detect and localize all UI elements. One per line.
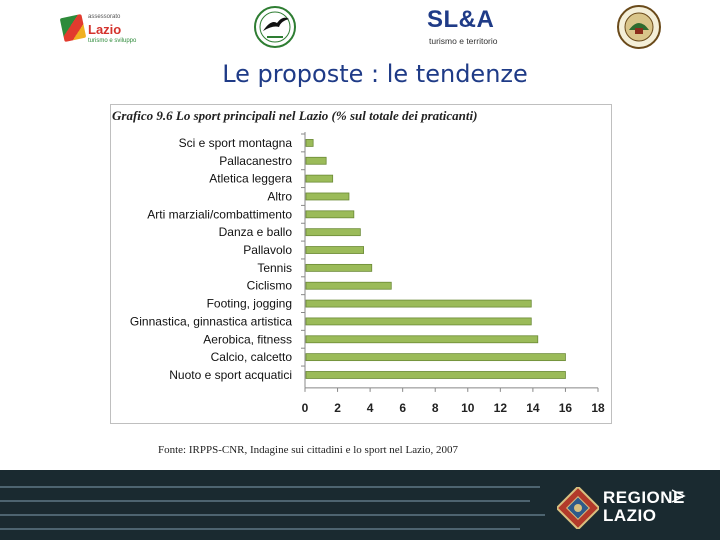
footer-stripe bbox=[0, 528, 520, 530]
x-tick-label: 8 bbox=[432, 401, 439, 415]
x-tick-label: 18 bbox=[591, 401, 605, 415]
lazio-tourism-logo: assessorato Lazio turismo e sviluppo bbox=[59, 12, 138, 48]
lazio-logo-big-text: Lazio bbox=[88, 22, 122, 37]
sla-logo: SL&A turismo e territorio bbox=[427, 6, 527, 48]
x-tick-label: 6 bbox=[399, 401, 406, 415]
x-tick-label: 2 bbox=[334, 401, 341, 415]
footer-stripe bbox=[0, 514, 545, 516]
chart-source: Fonte: IRPPS-CNR, Indagine sui cittadini… bbox=[158, 444, 459, 456]
x-tick-label: 14 bbox=[526, 401, 540, 415]
bar-chart: Sci e sport montagna Pallacanestro Atletic… bbox=[130, 132, 605, 415]
category-label: Sci e sport montagna bbox=[179, 136, 293, 150]
x-tick-label: 0 bbox=[302, 401, 309, 415]
category-label: Pallacanestro bbox=[219, 154, 292, 168]
slide-title: Le proposte : le tendenze bbox=[222, 60, 528, 88]
category-label: Arti marziali/combattimento bbox=[147, 207, 292, 221]
bar bbox=[305, 228, 361, 237]
footer-stripe bbox=[0, 500, 530, 502]
footer-lazio-text: LAZIO bbox=[603, 506, 657, 525]
bar bbox=[305, 192, 350, 201]
x-tick-label: 4 bbox=[367, 401, 374, 415]
footer-region-text: REGIONE bbox=[603, 488, 685, 507]
category-label: Nuoto e sport acquatici bbox=[169, 368, 292, 382]
footer-stripe bbox=[0, 486, 540, 488]
lazio-logo-sub-text: turismo e sviluppo bbox=[88, 38, 137, 44]
category-label: Tennis bbox=[257, 261, 292, 275]
bird-emblem-logo bbox=[254, 6, 296, 48]
bar bbox=[305, 210, 355, 219]
category-label: Ciclismo bbox=[247, 279, 293, 293]
category-label: Footing, jogging bbox=[207, 297, 292, 311]
circular-seal-logo bbox=[617, 5, 661, 49]
bar bbox=[305, 281, 392, 290]
chevron-right-icon bbox=[671, 489, 686, 503]
category-label: Pallavolo bbox=[243, 243, 292, 257]
bar bbox=[305, 139, 314, 147]
bar bbox=[305, 353, 566, 362]
category-label: Altro bbox=[267, 189, 292, 203]
bar bbox=[305, 335, 539, 344]
bar bbox=[305, 299, 532, 308]
x-tick-label: 12 bbox=[494, 401, 508, 415]
header-logos: assessorato Lazio turismo e sviluppo SL&… bbox=[0, 0, 720, 55]
x-tick-label: 16 bbox=[559, 401, 573, 415]
category-label: Danza e ballo bbox=[219, 225, 293, 239]
bar bbox=[305, 174, 334, 183]
category-label: Atletica leggera bbox=[209, 172, 292, 186]
bar bbox=[305, 156, 327, 165]
category-label: Calcio, calcetto bbox=[211, 350, 293, 364]
lazio-logo-small-text: assessorato bbox=[88, 14, 121, 20]
bar bbox=[305, 263, 373, 272]
sla-logo-title: SL&A bbox=[427, 6, 495, 33]
category-label: Aerobica, fitness bbox=[203, 332, 292, 346]
regione-lazio-emblem-icon bbox=[557, 487, 599, 529]
bar bbox=[305, 246, 364, 254]
bar bbox=[305, 317, 532, 326]
sla-logo-subtitle: turismo e territorio bbox=[429, 36, 498, 46]
footer-bar bbox=[0, 470, 720, 540]
bar bbox=[305, 371, 566, 379]
chart-title: Grafico 9.6 Lo sport principali nel Lazi… bbox=[112, 108, 478, 123]
category-label: Ginnastica, ginnastica artistica bbox=[130, 314, 292, 328]
x-tick-label: 10 bbox=[461, 401, 475, 415]
lazio-flag-icon bbox=[59, 13, 87, 43]
